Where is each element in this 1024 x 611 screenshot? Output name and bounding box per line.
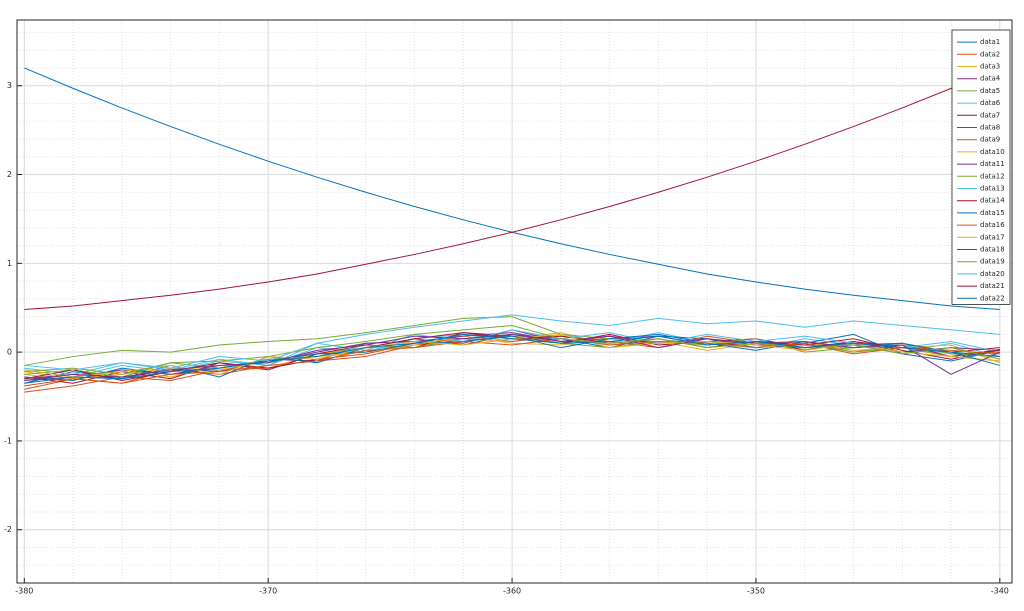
legend-label: data13 [980,185,1005,193]
legend-label: data14 [980,197,1005,205]
legend-label: data21 [980,282,1005,290]
legend-label: data18 [980,246,1005,254]
x-tick-label: -380 [15,587,33,596]
y-tick-label: 2 [7,170,12,179]
plot-area [17,20,1012,583]
legend-label: data4 [980,75,1001,83]
legend-label: data9 [980,136,1000,144]
x-tick-label: -360 [503,587,521,596]
x-tick-label: -350 [747,587,765,596]
y-tick-label: 1 [7,259,12,268]
y-tick-label: 0 [7,348,12,357]
legend-label: data8 [980,124,1000,132]
series-line [24,335,1000,393]
legend-label: data20 [980,270,1005,278]
legend-label: data22 [980,294,1005,302]
series-line [24,333,1000,384]
series-line [24,332,1000,382]
x-tick-label: -370 [259,587,277,596]
legend-label: data11 [980,160,1005,168]
legend-label: data3 [980,63,1000,71]
axes-box [16,19,1013,584]
y-tick-label: -1 [4,436,12,445]
legend-label: data10 [980,148,1005,156]
y-tick-label: 3 [7,81,12,90]
legend-label: data17 [980,233,1005,241]
series-line [24,73,1000,310]
series-line [24,324,1000,375]
legend-label: data16 [980,221,1005,229]
legend-label: data19 [980,258,1005,266]
series-line [24,314,1000,371]
lines [24,67,1001,393]
legend-label: data15 [980,209,1005,217]
ticks: -380 -370 -360 -350 -340 -2 -1 0 1 2 3 [4,81,1009,595]
y-tick-label: -2 [4,525,12,534]
legend-label: data12 [980,172,1005,180]
legend-label: data2 [980,50,1000,58]
legend-label: data5 [980,87,1000,95]
series-line [24,338,1000,387]
legend-label: data1 [980,38,1000,46]
x-tick-label: -340 [991,587,1009,596]
legend-label: data6 [980,99,1001,107]
legend-label: data7 [980,111,1000,119]
legend: data1 data2 data3 data4 data5 data6 data7 data8… [951,29,1011,305]
legend-box [951,29,1011,305]
